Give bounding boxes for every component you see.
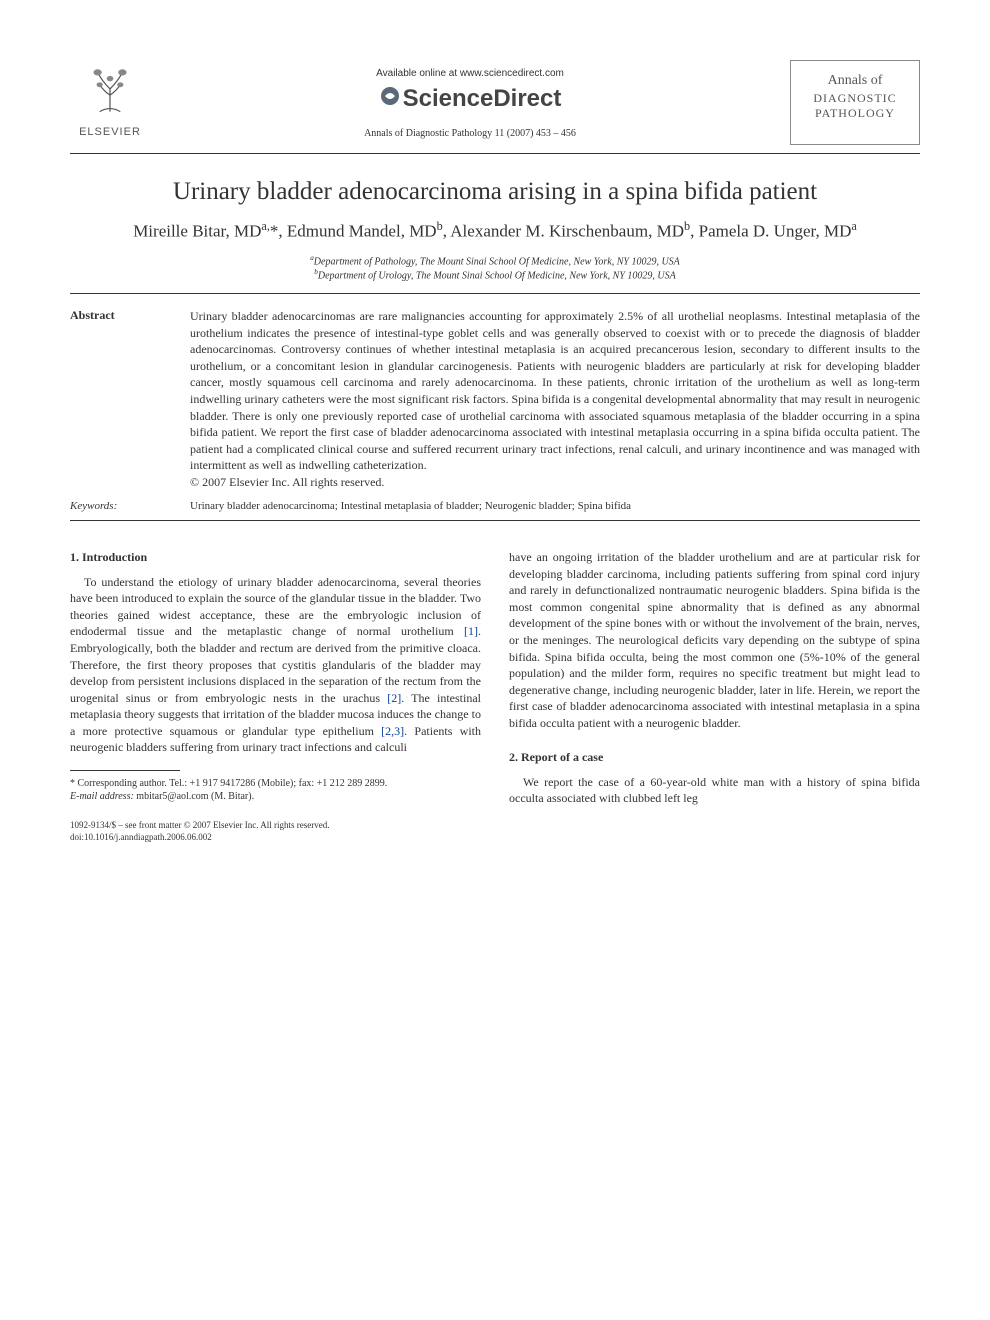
available-online-text: Available online at www.sciencedirect.co… [150,68,790,79]
abstract-top-rule [70,293,920,294]
abstract-bottom-rule [70,520,920,521]
right-column: have an ongoing irritation of the bladde… [509,549,920,843]
affiliations: aDepartment of Pathology, The Mount Sina… [70,254,920,284]
footnote-corresponding: * Corresponding author. Tel.: +1 917 941… [70,777,481,791]
publisher-name: ELSEVIER [70,126,150,138]
email-address[interactable]: mbitar5@aol.com (M. Bitar). [136,791,254,802]
journal-reference: Annals of Diagnostic Pathology 11 (2007)… [150,128,790,139]
header-center: Available online at www.sciencedirect.co… [150,60,790,139]
page-header: ELSEVIER Available online at www.science… [70,60,920,145]
email-label: E-mail address: [70,791,134,802]
keywords-row: Keywords: Urinary bladder adenocarcinoma… [70,500,920,512]
journal-box-line2: DIAGNOSTIC [797,91,913,106]
footnote-email: E-mail address: mbitar5@aol.com (M. Bita… [70,790,481,804]
affiliation-b: bDepartment of Urology, The Mount Sinai … [70,268,920,283]
sciencedirect-text: ScienceDirect [403,85,562,112]
intro-paragraph-col1: To understand the etiology of urinary bl… [70,574,481,756]
publisher-logo-block: ELSEVIER [70,60,150,138]
abstract-text: Urinary bladder adenocarcinomas are rare… [190,308,920,490]
footer-doi: doi:10.1016/j.anndiagpath.2006.06.002 [70,832,481,844]
header-rule [70,153,920,154]
abstract-block: Abstract Urinary bladder adenocarcinomas… [70,308,920,490]
section-heading-case: 2. Report of a case [509,749,920,766]
intro-paragraph-col2: have an ongoing irritation of the bladde… [509,549,920,731]
case-paragraph: We report the case of a 60-year-old whit… [509,774,920,807]
left-column: 1. Introduction To understand the etiolo… [70,549,481,843]
footer-copyright: 1092-9134/$ – see front matter © 2007 El… [70,820,481,832]
journal-title-box: Annals of DIAGNOSTIC PATHOLOGY [790,60,920,145]
footnote-rule [70,770,180,771]
keywords-label: Keywords: [70,500,160,512]
affiliation-a: aDepartment of Pathology, The Mount Sina… [70,254,920,269]
section-heading-introduction: 1. Introduction [70,549,481,566]
abstract-label: Abstract [70,308,160,490]
elsevier-tree-icon [79,60,141,122]
article-title: Urinary bladder adenocarcinoma arising i… [70,178,920,206]
keywords-text: Urinary bladder adenocarcinoma; Intestin… [190,500,920,512]
sciencedirect-logo: ScienceDirect [150,85,790,114]
footer-meta: 1092-9134/$ – see front matter © 2007 El… [70,820,481,843]
authors-line: Mireille Bitar, MDa,*, Edmund Mandel, MD… [70,218,920,244]
sciencedirect-icon [379,85,401,114]
journal-box-line1: Annals of [797,73,913,89]
abstract-copyright: © 2007 Elsevier Inc. All rights reserved… [190,475,384,489]
body-columns: 1. Introduction To understand the etiolo… [70,549,920,843]
journal-box-line3: PATHOLOGY [797,106,913,121]
